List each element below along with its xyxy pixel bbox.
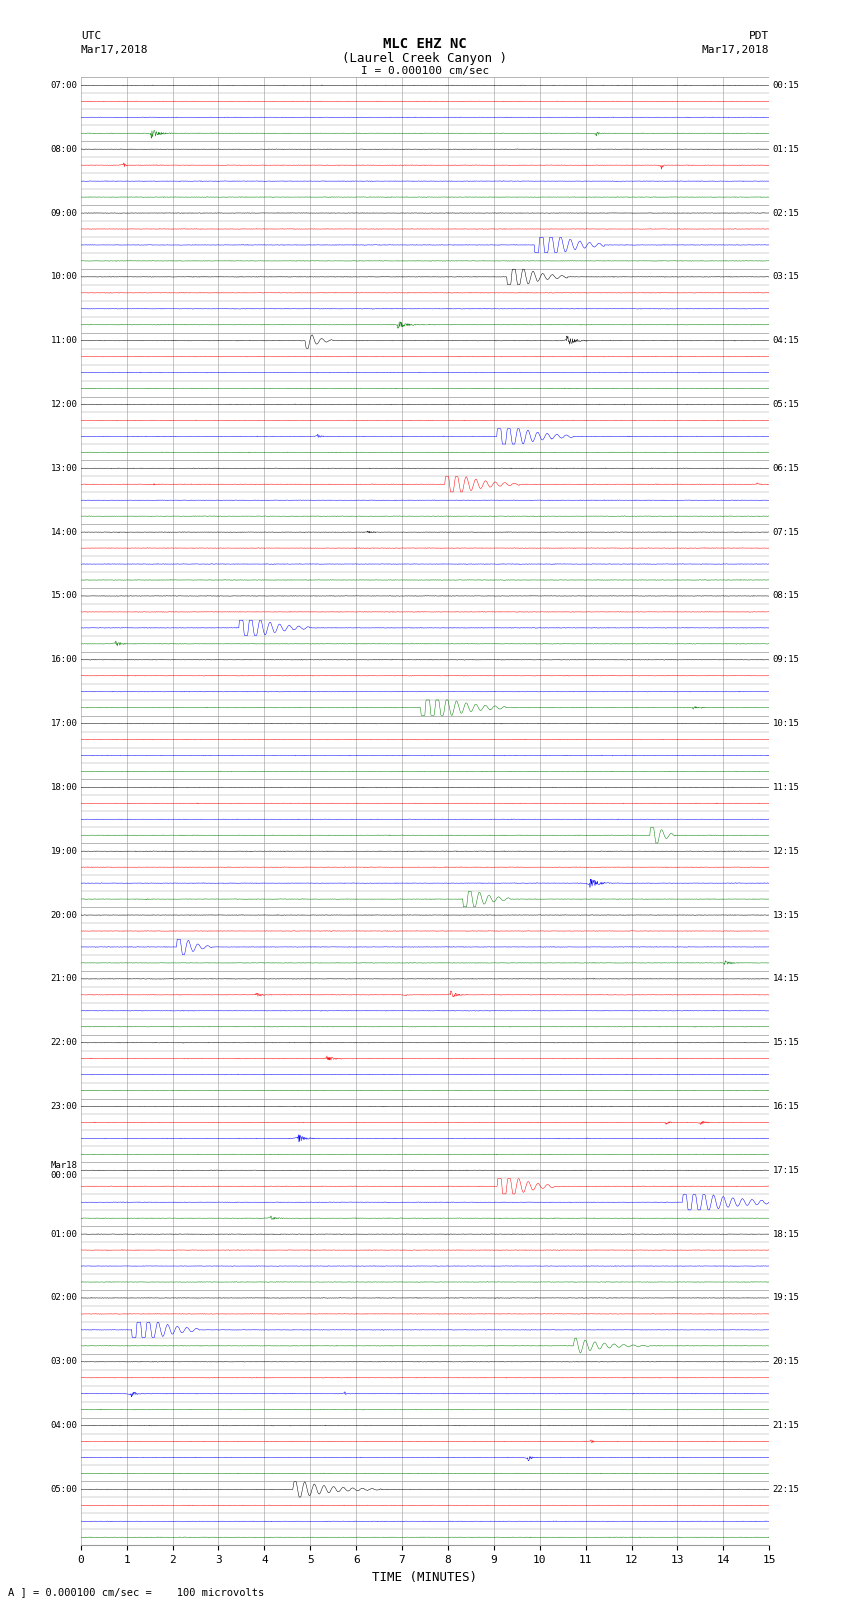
Text: 04:00: 04:00	[50, 1421, 77, 1431]
Text: 16:00: 16:00	[50, 655, 77, 665]
Text: 06:15: 06:15	[773, 465, 800, 473]
Text: 12:00: 12:00	[50, 400, 77, 410]
Text: 19:00: 19:00	[50, 847, 77, 857]
Text: 05:00: 05:00	[50, 1486, 77, 1494]
Text: 11:00: 11:00	[50, 336, 77, 345]
Text: 15:00: 15:00	[50, 592, 77, 600]
Text: 01:15: 01:15	[773, 145, 800, 153]
Text: 21:15: 21:15	[773, 1421, 800, 1431]
Text: 21:00: 21:00	[50, 974, 77, 984]
Text: (Laurel Creek Canyon ): (Laurel Creek Canyon )	[343, 52, 507, 65]
Text: 05:15: 05:15	[773, 400, 800, 410]
Text: 10:15: 10:15	[773, 719, 800, 727]
X-axis label: TIME (MINUTES): TIME (MINUTES)	[372, 1571, 478, 1584]
Text: 16:15: 16:15	[773, 1102, 800, 1111]
Text: 08:00: 08:00	[50, 145, 77, 153]
Text: 12:15: 12:15	[773, 847, 800, 857]
Text: 14:00: 14:00	[50, 527, 77, 537]
Text: UTC: UTC	[81, 31, 101, 40]
Text: 04:15: 04:15	[773, 336, 800, 345]
Text: 17:00: 17:00	[50, 719, 77, 727]
Text: 08:15: 08:15	[773, 592, 800, 600]
Text: 13:15: 13:15	[773, 911, 800, 919]
Text: 11:15: 11:15	[773, 782, 800, 792]
Text: 10:00: 10:00	[50, 273, 77, 281]
Text: MLC EHZ NC: MLC EHZ NC	[383, 37, 467, 52]
Text: 02:15: 02:15	[773, 208, 800, 218]
Text: 20:00: 20:00	[50, 911, 77, 919]
Text: 23:00: 23:00	[50, 1102, 77, 1111]
Text: 03:00: 03:00	[50, 1357, 77, 1366]
Text: 00:15: 00:15	[773, 81, 800, 90]
Text: 19:15: 19:15	[773, 1294, 800, 1302]
Text: A ] = 0.000100 cm/sec =    100 microvolts: A ] = 0.000100 cm/sec = 100 microvolts	[8, 1587, 264, 1597]
Text: 07:00: 07:00	[50, 81, 77, 90]
Text: 03:15: 03:15	[773, 273, 800, 281]
Text: 07:15: 07:15	[773, 527, 800, 537]
Text: 09:15: 09:15	[773, 655, 800, 665]
Text: 18:15: 18:15	[773, 1229, 800, 1239]
Text: 13:00: 13:00	[50, 465, 77, 473]
Text: 02:00: 02:00	[50, 1294, 77, 1302]
Text: 22:00: 22:00	[50, 1039, 77, 1047]
Text: 20:15: 20:15	[773, 1357, 800, 1366]
Text: 14:15: 14:15	[773, 974, 800, 984]
Text: 01:00: 01:00	[50, 1229, 77, 1239]
Text: 09:00: 09:00	[50, 208, 77, 218]
Text: Mar17,2018: Mar17,2018	[702, 45, 769, 55]
Text: Mar18
00:00: Mar18 00:00	[50, 1161, 77, 1179]
Text: 17:15: 17:15	[773, 1166, 800, 1174]
Text: 15:15: 15:15	[773, 1039, 800, 1047]
Text: Mar17,2018: Mar17,2018	[81, 45, 148, 55]
Text: 22:15: 22:15	[773, 1486, 800, 1494]
Text: 18:00: 18:00	[50, 782, 77, 792]
Text: I = 0.000100 cm/sec: I = 0.000100 cm/sec	[361, 66, 489, 76]
Text: PDT: PDT	[749, 31, 769, 40]
